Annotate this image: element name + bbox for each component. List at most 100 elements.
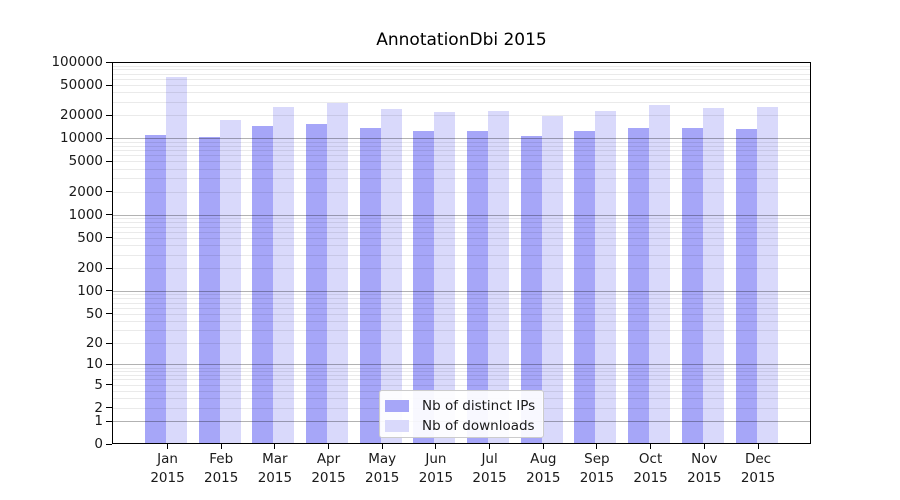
bar-distinct-ips-jul (467, 130, 489, 444)
y-tick-label: 2000 (68, 183, 103, 200)
y-tick-mark (106, 61, 112, 63)
y-gridline-minor (112, 78, 811, 80)
y-gridline-minor (112, 254, 811, 256)
y-tick-mark (106, 384, 112, 385)
y-gridline-minor (112, 320, 811, 322)
y-gridline-minor (112, 92, 811, 94)
bar-downloads-mar (273, 106, 295, 444)
x-tick-mark (596, 444, 598, 449)
y-tick-label: 10 (85, 356, 103, 373)
x-tick-mark (220, 444, 222, 449)
bar-distinct-ips-apr (306, 124, 327, 444)
x-tick-label-jan: Jan 2015 (150, 451, 185, 486)
y-gridline-minor (112, 298, 811, 300)
y-tick-label: 1000 (68, 206, 103, 223)
bar-downloads-dec (756, 106, 778, 444)
y-gridline-minor (112, 191, 811, 193)
y-gridline-minor (112, 218, 811, 220)
y-gridline-minor (112, 294, 811, 296)
y-gridline-minor (112, 330, 811, 332)
y-gridline-minor (112, 371, 811, 373)
bar-downloads-aug (541, 116, 563, 444)
y-gridline-minor (112, 150, 811, 152)
bar-distinct-ips-feb (198, 137, 220, 444)
bar-distinct-ips-nov (681, 127, 703, 444)
x-tick-mark (542, 444, 544, 449)
y-tick-label: 0 (94, 436, 103, 452)
y-gridline-minor (112, 307, 811, 309)
y-tick-mark (106, 137, 112, 139)
bar-distinct-ips-jan (145, 135, 166, 444)
legend-label-distinct-ips: Nb of distinct IPs (422, 398, 536, 414)
bar-distinct-ips-dec (735, 128, 757, 444)
x-tick-mark (167, 444, 168, 449)
y-gridline-minor (112, 155, 811, 157)
plot-area (112, 62, 811, 444)
y-gridline-major (112, 138, 811, 140)
y-tick-label: 200 (77, 260, 103, 276)
y-tick-label: 5000 (68, 153, 103, 170)
x-tick-mark (703, 444, 705, 449)
bar-downloads-may (380, 108, 402, 444)
y-gridline-minor (112, 85, 811, 86)
y-tick-label: 10000 (60, 130, 103, 147)
bar-downloads-jun (434, 111, 456, 444)
y-gridline-minor (112, 115, 811, 117)
y-tick-mark (106, 363, 112, 365)
x-tick-mark (274, 444, 276, 449)
y-gridline-minor (112, 245, 811, 247)
bar-distinct-ips-oct (628, 128, 650, 444)
y-tick-mark (106, 267, 112, 269)
y-gridline-major (112, 214, 811, 216)
x-tick-label-aug: Aug 2015 (526, 451, 561, 486)
y-tick-mark (106, 214, 112, 216)
y-gridline-minor (112, 178, 811, 180)
y-tick-mark (106, 84, 112, 86)
y-gridline-minor (112, 141, 811, 143)
x-tick-label-mar: Mar 2015 (257, 451, 293, 486)
y-tick-mark (106, 407, 112, 408)
y-gridline-major (112, 364, 811, 366)
bar-downloads-apr (327, 103, 348, 444)
bar-downloads-jul (488, 110, 510, 444)
y-gridline-minor (112, 145, 811, 147)
bar-downloads-oct (649, 105, 671, 444)
y-tick-mark (106, 114, 112, 116)
y-gridline-major (112, 290, 811, 292)
legend-item-downloads: Nb of downloads (385, 416, 535, 436)
y-gridline-minor (112, 101, 811, 103)
y-tick-label: 20 (85, 335, 103, 351)
y-gridline-minor (112, 268, 811, 269)
y-tick-mark (106, 160, 112, 162)
y-gridline-minor (112, 313, 811, 315)
y-tick-label: 20000 (60, 107, 103, 124)
y-tick-mark (106, 420, 112, 422)
y-tick-mark (106, 342, 112, 344)
bar-distinct-ips-mar (252, 125, 274, 444)
y-gridline-minor (112, 375, 811, 376)
y-gridline-minor (112, 384, 811, 386)
legend-item-distinct-ips: Nb of distinct IPs (385, 396, 535, 416)
y-tick-mark (106, 443, 112, 445)
x-tick-mark (650, 444, 652, 449)
bar-downloads-jan (166, 76, 187, 444)
bar-distinct-ips-aug (520, 135, 542, 444)
chart-title: AnnotationDbi 2015 (376, 30, 547, 50)
y-gridline-minor (112, 226, 811, 228)
legend-swatch-downloads (385, 420, 409, 432)
y-gridline-minor (112, 367, 811, 369)
x-tick-mark (489, 444, 491, 449)
y-tick-mark (106, 313, 112, 314)
x-tick-mark (435, 444, 437, 449)
y-gridline-minor (112, 161, 811, 163)
legend: Nb of distinct IPs Nb of downloads (379, 390, 544, 438)
y-tick-label: 100 (77, 282, 103, 299)
bar-downloads-feb (219, 120, 241, 444)
y-tick-label: 2 (94, 399, 103, 416)
legend-swatch-distinct-ips (385, 400, 409, 412)
y-gridline-minor (112, 379, 811, 381)
y-gridline-minor (112, 343, 811, 344)
x-tick-label-oct: Oct 2015 (633, 451, 668, 486)
y-tick-label: 1 (94, 413, 103, 429)
